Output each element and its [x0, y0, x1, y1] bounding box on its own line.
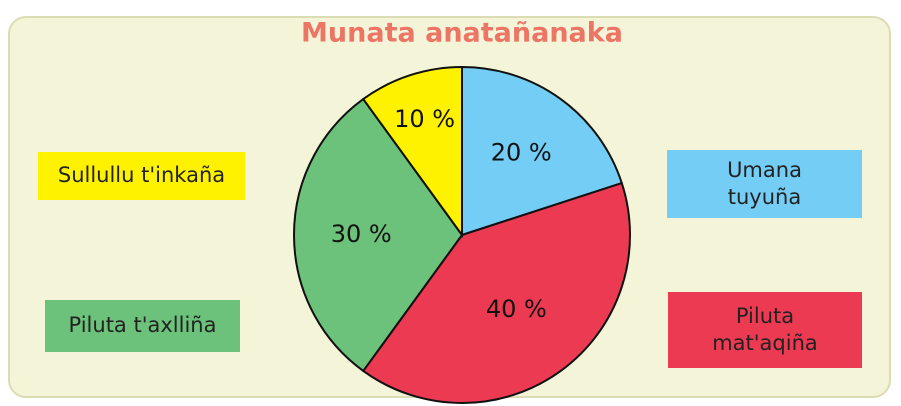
slice-label: 20 % [491, 138, 552, 166]
legend-item: Piluta t'axlliña [45, 300, 240, 352]
legend-label: Piluta mat'aqiña [712, 303, 818, 355]
slice-label: 30 % [331, 220, 392, 248]
chart-title: Munata anatañanaka [301, 18, 623, 49]
legend-label: Piluta t'axlliña [68, 313, 217, 338]
slice-label: 40 % [486, 295, 547, 323]
pie-slice [361, 65, 463, 239]
pie-slice [293, 97, 464, 373]
legend-label: Umana tuyuña [727, 157, 802, 209]
legend-item: Umana tuyuña [667, 150, 862, 218]
slice-label: 10 % [394, 105, 455, 133]
legend-item: Piluta mat'aqiña [668, 292, 862, 368]
pie-slice [361, 181, 631, 404]
pie-slice [461, 65, 624, 237]
legend-label: Sullullu t'inkaña [57, 163, 226, 188]
legend-item: Sullullu t'inkaña [38, 152, 245, 200]
